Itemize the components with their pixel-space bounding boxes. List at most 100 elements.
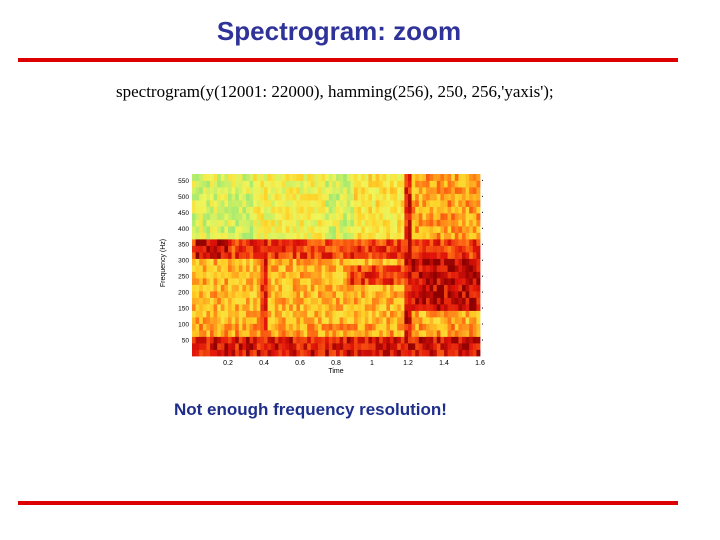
- heatmap-cell: [321, 213, 326, 220]
- heatmap-cell: [469, 336, 474, 344]
- heatmap-cell: [472, 239, 477, 246]
- heatmap-cell: [264, 252, 268, 259]
- heatmap-cell: [444, 213, 448, 220]
- heatmap-cell: [418, 310, 423, 318]
- heatmap-cell: [228, 265, 232, 272]
- heatmap-cell: [264, 258, 268, 266]
- heatmap-cell: [264, 336, 268, 344]
- heatmap-cell: [368, 252, 373, 259]
- heatmap-cell: [429, 200, 434, 207]
- heatmap-cell: [411, 232, 416, 240]
- heatmap-cell: [307, 310, 312, 318]
- heatmap-cell: [318, 187, 322, 194]
- heatmap-cell: [192, 200, 196, 207]
- heatmap-cell: [476, 219, 481, 227]
- heatmap-cell: [321, 271, 326, 279]
- heatmap-cell: [206, 336, 211, 344]
- heatmap-cell: [213, 330, 218, 337]
- heatmap-cell: [397, 239, 402, 246]
- heatmap-cell: [336, 304, 340, 311]
- heatmap-cell: [274, 232, 279, 240]
- heatmap-cell: [210, 258, 214, 266]
- heatmap-cell: [350, 174, 355, 181]
- heatmap-cell: [447, 206, 452, 214]
- heatmap-cell: [256, 284, 261, 292]
- heatmap-cell: [210, 284, 214, 292]
- heatmap-cell: [289, 349, 294, 357]
- heatmap-cell: [300, 213, 304, 220]
- heatmap-cell: [447, 252, 452, 259]
- heatmap-cell: [224, 180, 229, 188]
- heatmap-cell: [361, 291, 366, 298]
- heatmap-cell: [282, 193, 286, 201]
- heatmap-cell: [390, 304, 394, 311]
- heatmap-cell: [285, 349, 290, 357]
- heatmap-cell: [307, 226, 312, 233]
- heatmap-cell: [296, 278, 301, 285]
- heatmap-cell: [310, 336, 315, 344]
- heatmap-cell: [274, 323, 279, 331]
- heatmap-cell: [246, 226, 250, 233]
- heatmap-cell: [217, 304, 222, 311]
- heatmap-cell: [235, 213, 240, 220]
- heatmap-cell: [328, 343, 333, 350]
- heatmap-cell: [282, 245, 286, 253]
- heatmap-cell: [246, 206, 250, 214]
- heatmap-cell: [397, 265, 402, 272]
- heatmap-cell: [264, 349, 268, 357]
- heatmap-cell: [310, 206, 315, 214]
- heatmap-cell: [296, 239, 301, 246]
- heatmap-cell: [310, 317, 315, 324]
- heatmap-cell: [217, 317, 222, 324]
- heatmap-cell: [318, 284, 322, 292]
- heatmap-cell: [228, 219, 232, 227]
- heatmap-cell: [400, 265, 405, 272]
- heatmap-cell: [285, 310, 290, 318]
- heatmap-cell: [195, 180, 200, 188]
- heatmap-cell: [267, 174, 272, 181]
- heatmap-cell: [415, 343, 420, 350]
- heatmap-cell: [422, 310, 427, 318]
- heatmap-cell: [411, 239, 416, 246]
- heatmap-cell: [364, 278, 369, 285]
- heatmap-cell: [256, 200, 261, 207]
- heatmap-cell: [307, 193, 312, 201]
- heatmap-cell: [451, 265, 456, 272]
- heatmap-cell: [318, 330, 322, 337]
- heatmap-cell: [278, 330, 283, 337]
- heatmap-cell: [393, 284, 398, 292]
- heatmap-cell: [451, 252, 456, 259]
- heatmap-cell: [462, 265, 466, 272]
- heatmap-cell: [307, 291, 312, 298]
- heatmap-cell: [231, 187, 236, 194]
- heatmap-cell: [264, 304, 268, 311]
- heatmap-cell: [267, 291, 272, 298]
- heatmap-cell: [292, 252, 297, 259]
- heatmap-cell: [444, 193, 448, 201]
- heatmap-cell: [296, 252, 301, 259]
- heatmap-cell: [192, 323, 196, 331]
- heatmap-cell: [451, 193, 456, 201]
- heatmap-cell: [364, 226, 369, 233]
- heatmap-cell: [318, 317, 322, 324]
- heatmap-cell: [433, 265, 438, 272]
- heatmap-cell: [375, 323, 380, 331]
- heatmap-cell: [379, 310, 384, 318]
- heatmap-cell: [339, 193, 344, 201]
- heatmap-cell: [418, 239, 423, 246]
- heatmap-cell: [433, 330, 438, 337]
- heatmap-cell: [397, 232, 402, 240]
- heatmap-cell: [379, 252, 384, 259]
- heatmap-cell: [462, 252, 466, 259]
- heatmap-cell: [390, 206, 394, 214]
- heatmap-cell: [238, 252, 243, 259]
- heatmap-cell: [271, 213, 276, 220]
- heatmap-cell: [274, 317, 279, 324]
- heatmap-cell: [199, 317, 204, 324]
- heatmap-cell: [210, 304, 214, 311]
- heatmap-cell: [357, 200, 362, 207]
- heatmap-cell: [357, 239, 362, 246]
- heatmap-cell: [418, 349, 423, 357]
- heatmap-cell: [296, 330, 301, 337]
- heatmap-cell: [354, 180, 358, 188]
